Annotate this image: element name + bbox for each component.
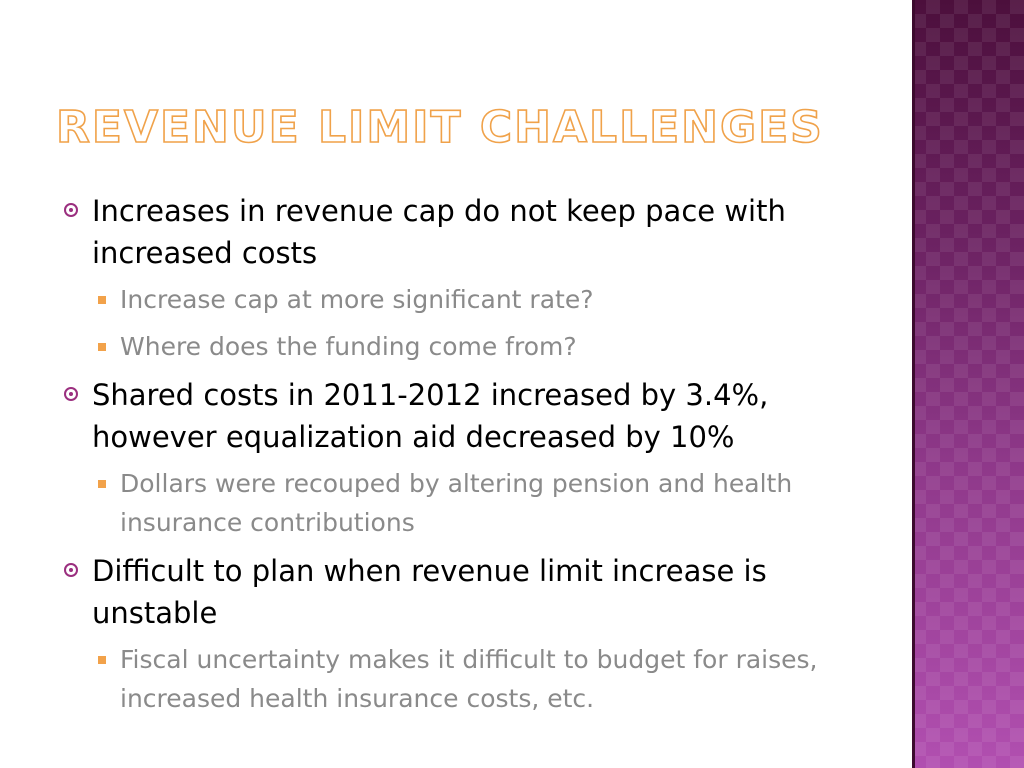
square-bullet-icon (98, 656, 106, 664)
circle-bullet-icon (64, 203, 78, 217)
bullet-point: Difficult to plan when revenue limit inc… (60, 550, 860, 634)
sub-bullet-text: Where does the funding come from? (120, 332, 577, 361)
side-decoration-band (912, 0, 1024, 768)
bullet-point: Shared costs in 2011-2012 increased by 3… (60, 374, 860, 458)
square-bullet-icon (98, 480, 106, 488)
bullet-text: Shared costs in 2011-2012 increased by 3… (92, 378, 769, 454)
circle-bullet-icon (64, 387, 78, 401)
square-bullet-icon (98, 296, 106, 304)
circle-bullet-icon (64, 563, 78, 577)
sub-bullet-point: Fiscal uncertainty makes it difficult to… (60, 640, 860, 718)
sub-bullet-text: Fiscal uncertainty makes it difficult to… (120, 645, 818, 713)
side-band-edge (912, 0, 915, 768)
square-bullet-icon (98, 343, 106, 351)
sub-bullet-text: Increase cap at more significant rate? (120, 285, 594, 314)
slide-content: Increases in revenue cap do not keep pac… (60, 190, 860, 726)
bullet-text: Difficult to plan when revenue limit inc… (92, 554, 767, 630)
slide-title: Revenue Limit Challenges (55, 101, 824, 154)
sub-bullet-point: Dollars were recouped by altering pensio… (60, 464, 860, 542)
sub-bullet-point: Where does the funding come from? (60, 327, 860, 366)
sub-bullet-point: Increase cap at more significant rate? (60, 280, 860, 319)
bullet-point: Increases in revenue cap do not keep pac… (60, 190, 860, 274)
sub-bullet-text: Dollars were recouped by altering pensio… (120, 469, 793, 537)
bullet-text: Increases in revenue cap do not keep pac… (92, 194, 786, 270)
